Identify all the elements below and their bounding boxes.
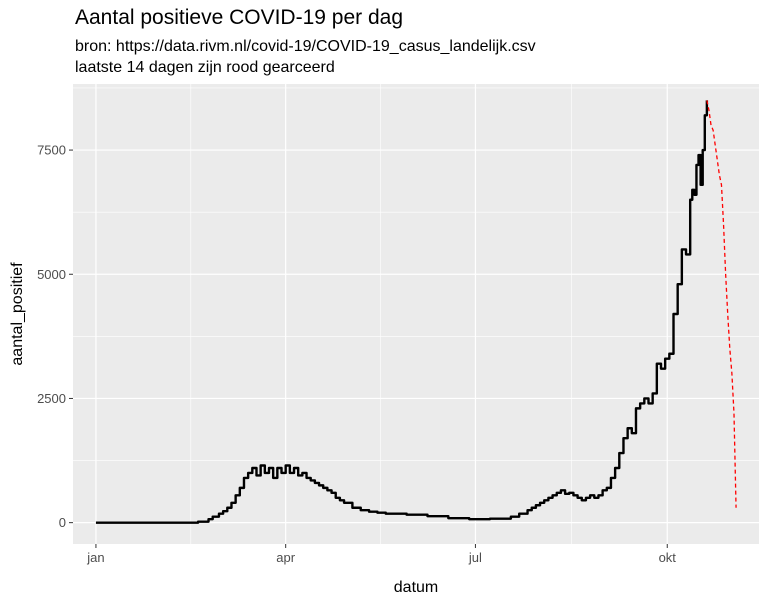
y-axis-title: aantal_positief — [9, 262, 26, 366]
series-layer — [95, 100, 737, 524]
x-tick-label: jan — [86, 550, 104, 565]
grid-minor — [73, 84, 759, 544]
x-tick-label: apr — [276, 550, 295, 565]
series-line-last-14-days — [706, 100, 737, 508]
chart-title: Aantal positieve COVID-19 per dag — [75, 6, 404, 29]
chart-subtitle-source: bron: https://data.rivm.nl/covid-19/COVI… — [75, 38, 536, 55]
x-tick-label: okt — [659, 550, 677, 565]
y-axis: 0 2500 5000 7500 — [37, 143, 73, 530]
plot-panel — [73, 84, 759, 544]
chart-subtitle-note: laatste 14 dagen zijn rood gearceerd — [75, 59, 335, 76]
y-tick-label: 2500 — [37, 391, 66, 406]
x-axis: jan apr jul okt — [86, 544, 676, 565]
y-tick-label: 7500 — [37, 143, 66, 158]
series-line-confirmed — [95, 100, 709, 524]
x-axis-title: datum — [394, 579, 438, 596]
y-tick-label: 5000 — [37, 267, 66, 282]
x-tick-label: jul — [468, 550, 482, 565]
y-tick-label: 0 — [59, 515, 66, 530]
